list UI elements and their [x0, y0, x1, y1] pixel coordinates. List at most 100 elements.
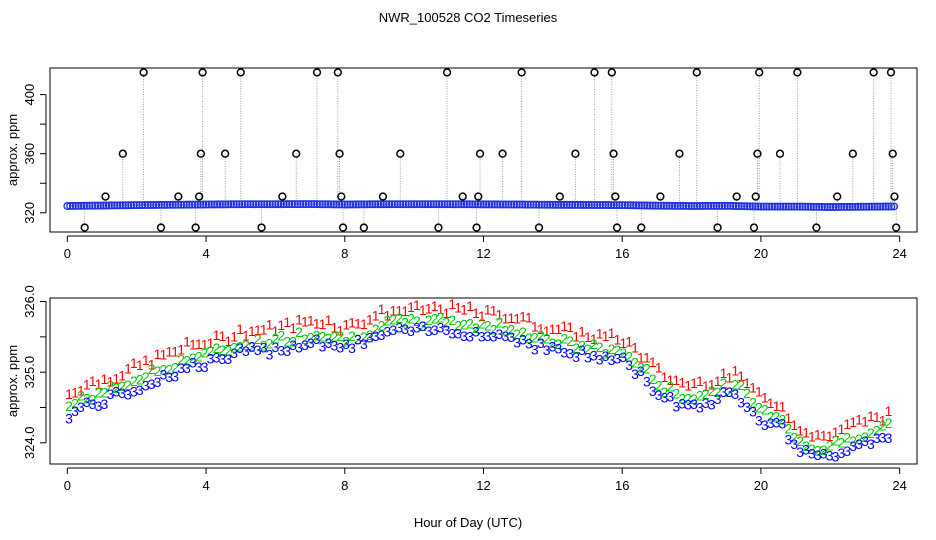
top-baseline-point — [662, 201, 671, 210]
bottom-point-series-1: 1 — [625, 334, 633, 350]
bottom-point-series-1: 1 — [454, 300, 462, 316]
top-baseline-point — [274, 200, 283, 209]
bottom-point-series-1: 1 — [124, 360, 132, 376]
top-baseline-point — [421, 200, 430, 209]
top-baseline-point — [815, 202, 824, 211]
bottom-point-series-2: 2 — [513, 326, 521, 342]
top-y-axis: 320 360 400 — [22, 84, 47, 224]
top-baseline-point — [743, 202, 752, 211]
top-baseline-point — [601, 201, 610, 210]
bottom-point-series-3: 3 — [360, 336, 368, 352]
top-baseline-point — [657, 201, 666, 210]
bottom-point-series-1: 1 — [106, 374, 114, 390]
bottom-point-series-2: 2 — [749, 395, 757, 411]
top-baseline-point — [615, 201, 624, 210]
bottom-point-series-2: 2 — [425, 312, 433, 328]
top-baseline-point — [163, 200, 172, 209]
bottom-point-series-3: 3 — [154, 374, 162, 390]
bottom-point-series-2: 2 — [684, 391, 692, 407]
bottom-data-points: 1231231231231231231231231231231231231231… — [65, 296, 892, 465]
bottom-point-series-3: 3 — [513, 334, 521, 350]
bottom-point-series-1: 1 — [466, 298, 474, 314]
bottom-point-series-3: 3 — [714, 391, 722, 407]
bottom-point-series-2: 2 — [555, 336, 563, 352]
top-baseline-point — [762, 202, 771, 211]
bottom-point-series-3: 3 — [342, 336, 350, 352]
top-baseline-point — [221, 200, 230, 209]
bottom-point-series-3: 3 — [649, 383, 657, 399]
top-baseline-point — [579, 200, 588, 209]
top-outlier-point — [434, 223, 443, 232]
bottom-point-series-2: 2 — [384, 313, 392, 329]
top-baseline-point — [598, 201, 607, 210]
top-baseline-point — [704, 201, 713, 210]
top-baseline-point — [68, 201, 77, 210]
top-baseline-point — [177, 200, 186, 209]
bottom-point-series-2: 2 — [95, 384, 103, 400]
top-baseline-point — [565, 200, 574, 209]
bottom-point-series-3: 3 — [354, 332, 362, 348]
bottom-point-series-1: 1 — [490, 302, 498, 318]
bottom-point-series-2: 2 — [696, 387, 704, 403]
top-baseline-point — [715, 201, 724, 210]
top-outlier-point — [888, 149, 897, 158]
top-baseline-point — [435, 200, 444, 209]
bottom-point-series-1: 1 — [531, 319, 539, 335]
bottom-point-series-1: 1 — [708, 376, 716, 392]
bottom-point-series-1: 1 — [460, 302, 468, 318]
bottom-point-series-1: 1 — [101, 371, 109, 387]
top-baseline-point — [143, 201, 152, 210]
bottom-point-series-2: 2 — [207, 343, 215, 359]
top-baseline-point — [460, 200, 469, 209]
bottom-point-series-3: 3 — [77, 399, 85, 415]
top-baseline-point — [620, 201, 629, 210]
bottom-point-series-3: 3 — [425, 323, 433, 339]
bottom-point-series-2: 2 — [154, 363, 162, 379]
bottom-point-series-3: 3 — [83, 394, 91, 410]
bottom-point-series-1: 1 — [189, 337, 197, 353]
bottom-point-series-2: 2 — [177, 351, 185, 367]
bottom-point-series-1: 1 — [448, 296, 456, 312]
bottom-point-series-2: 2 — [613, 342, 621, 358]
bottom-point-series-3: 3 — [95, 398, 103, 414]
bottom-point-series-1: 1 — [207, 335, 215, 351]
bottom-panel: 1231231231231231231231231231231231231231… — [5, 285, 918, 493]
top-baseline-point — [693, 201, 702, 210]
bottom-point-series-2: 2 — [667, 378, 675, 394]
bottom-point-series-2: 2 — [596, 339, 604, 355]
top-baseline-point — [168, 200, 177, 209]
bottom-point-series-1: 1 — [572, 328, 580, 344]
top-x-tick-label: 0 — [64, 246, 71, 261]
bottom-point-series-2: 2 — [230, 340, 238, 356]
top-baseline-point — [867, 202, 876, 211]
bottom-point-series-2: 2 — [849, 433, 857, 449]
bottom-point-series-3: 3 — [448, 325, 456, 341]
top-baseline-point — [77, 201, 86, 210]
top-outlier-point — [458, 192, 467, 201]
bottom-point-series-1: 1 — [372, 308, 380, 324]
bottom-point-series-2: 2 — [325, 330, 333, 346]
top-outlier-point — [442, 68, 452, 77]
bottom-point-series-2: 2 — [77, 387, 85, 403]
top-baseline-point — [806, 202, 815, 211]
bottom-point-series-1: 1 — [519, 309, 527, 325]
top-outlier-point — [236, 68, 245, 77]
top-baseline-point — [768, 202, 777, 211]
top-baseline-point — [745, 202, 754, 211]
bottom-x-tick-label: 0 — [64, 478, 71, 493]
bottom-point-series-1: 1 — [566, 319, 574, 335]
top-baseline-point — [590, 200, 599, 209]
bottom-point-series-1: 1 — [879, 413, 887, 429]
bottom-point-series-3: 3 — [283, 343, 291, 359]
top-outlier-point — [396, 149, 405, 158]
top-baseline-point — [360, 200, 369, 209]
top-baseline-point — [204, 200, 213, 209]
bottom-point-series-2: 2 — [112, 380, 120, 396]
top-baseline-point — [199, 200, 208, 209]
bottom-point-series-2: 2 — [672, 385, 680, 401]
bottom-point-series-1: 1 — [790, 417, 798, 433]
top-baseline-point — [754, 202, 763, 211]
bottom-point-series-1: 1 — [236, 321, 244, 337]
top-y-tick-label: 320 — [22, 202, 37, 224]
top-baseline-point — [451, 200, 460, 209]
